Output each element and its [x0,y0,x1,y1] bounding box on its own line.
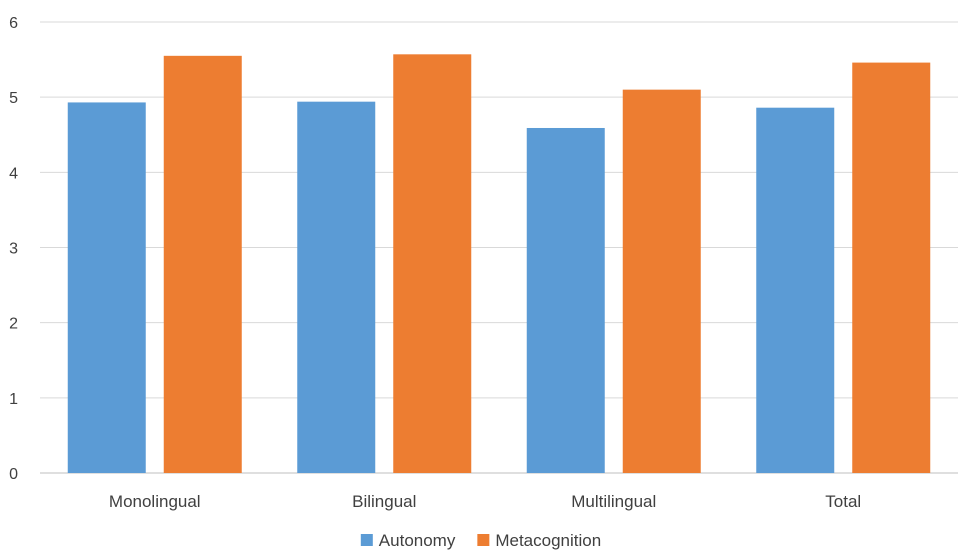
bars [67,54,931,474]
x-tick-label: Multilingual [571,492,656,511]
y-tick-label: 0 [9,466,18,483]
y-axis: 0 1 2 3 4 5 6 [9,15,18,483]
legend: Autonomy Metacognition [360,531,601,550]
bar-autonomy-monolingual [67,102,146,473]
legend-label-autonomy: Autonomy [379,531,456,550]
y-tick-label: 2 [9,316,18,333]
bar-autonomy-multilingual [526,127,605,474]
x-axis: Monolingual Bilingual Multilingual Total [109,492,861,511]
legend-swatch-metacognition [477,534,490,546]
x-tick-label: Bilingual [352,492,416,511]
bar-metacognition-monolingual [163,55,242,473]
y-tick-label: 6 [9,15,18,32]
bar-metacognition-bilingual [393,54,472,474]
x-tick-label: Monolingual [109,492,201,511]
bar-metacognition-multilingual [622,89,701,474]
y-tick-label: 4 [9,165,18,182]
bar-metacognition-total [852,62,931,474]
y-tick-label: 1 [9,391,18,408]
x-tick-label: Total [825,492,861,511]
y-tick-label: 3 [9,241,18,258]
legend-swatch-autonomy [360,534,373,546]
y-tick-label: 5 [9,90,18,107]
bar-autonomy-total [756,107,835,473]
bar-autonomy-bilingual [297,101,376,473]
legend-label-metacognition: Metacognition [495,531,601,550]
